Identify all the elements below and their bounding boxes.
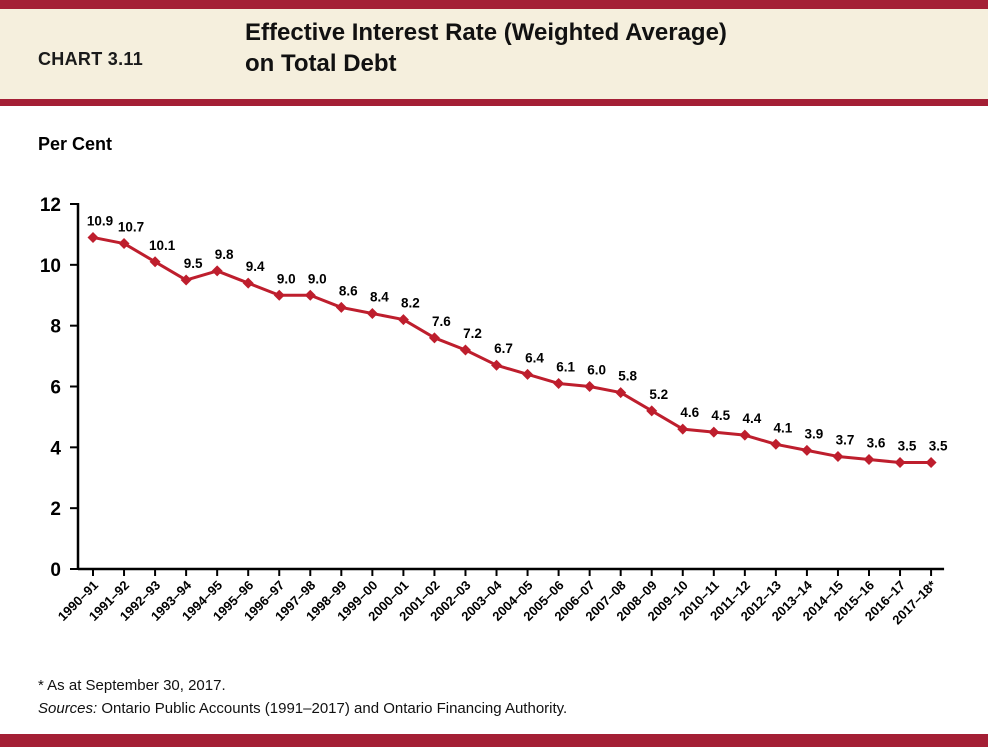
data-point-marker bbox=[925, 457, 937, 469]
data-point-marker bbox=[304, 289, 316, 301]
data-point-label: 8.6 bbox=[339, 283, 358, 298]
header-bottom-rule bbox=[0, 99, 988, 106]
page-title-line1: Effective Interest Rate (Weighted Averag… bbox=[245, 19, 727, 46]
data-point-label: 3.6 bbox=[867, 436, 886, 451]
data-point-marker bbox=[491, 359, 503, 371]
data-point-marker bbox=[211, 265, 223, 277]
y-tick-label: 0 bbox=[50, 560, 61, 581]
data-point-marker bbox=[584, 381, 596, 392]
data-point-label: 8.4 bbox=[370, 290, 389, 305]
data-point-marker bbox=[273, 289, 285, 301]
y-tick-label: 8 bbox=[50, 317, 61, 338]
data-point-label: 3.9 bbox=[805, 426, 824, 441]
data-point-label: 3.5 bbox=[898, 439, 917, 454]
data-point-label: 9.0 bbox=[277, 271, 296, 286]
data-point-label: 3.5 bbox=[929, 439, 948, 454]
series-line bbox=[92, 235, 932, 465]
data-point-label: 6.0 bbox=[587, 363, 606, 378]
page-title: Effective Interest Rate (Weighted Averag… bbox=[245, 17, 727, 79]
y-axis-title: Per Cent bbox=[38, 134, 113, 154]
chart-header: CHART 3.11 Effective Interest Rate (Weig… bbox=[0, 9, 988, 99]
data-point-marker bbox=[708, 426, 720, 438]
footnote-sources: Sources: Ontario Public Accounts (1991–2… bbox=[38, 697, 567, 720]
data-point-marker bbox=[553, 377, 565, 389]
data-point-label: 10.9 bbox=[87, 213, 113, 228]
data-point-marker bbox=[366, 308, 378, 319]
data-point-label: 4.5 bbox=[711, 408, 730, 423]
sources-label: Sources: bbox=[38, 700, 98, 717]
y-tick-label: 10 bbox=[40, 256, 61, 277]
data-point-label: 9.5 bbox=[184, 256, 203, 271]
data-point-marker bbox=[149, 256, 161, 268]
sources-text: Ontario Public Accounts (1991–2017) and … bbox=[97, 700, 568, 717]
data-point-marker bbox=[522, 368, 534, 380]
footnote-asterisk: * As at September 30, 2017. bbox=[38, 677, 226, 694]
data-point-label: 6.4 bbox=[525, 350, 544, 365]
data-point-label: 3.7 bbox=[836, 432, 855, 447]
data-point-marker bbox=[863, 454, 875, 465]
data-point-label: 5.8 bbox=[618, 369, 637, 384]
data-point-marker bbox=[397, 314, 409, 326]
y-tick-label: 2 bbox=[50, 499, 61, 520]
data-point-label: 5.2 bbox=[649, 387, 668, 402]
data-point-label: 9.8 bbox=[215, 247, 234, 262]
header-top-rule bbox=[0, 0, 988, 9]
y-tick-label: 6 bbox=[50, 378, 61, 399]
data-point-marker bbox=[615, 387, 627, 399]
footer-rule bbox=[0, 734, 988, 747]
data-point-marker bbox=[832, 450, 844, 462]
chart-number-label: CHART 3.11 bbox=[38, 49, 144, 69]
data-point-label: 10.1 bbox=[149, 238, 176, 253]
data-point-marker bbox=[739, 429, 751, 441]
data-point-marker bbox=[646, 405, 658, 417]
data-point-label: 9.4 bbox=[246, 259, 265, 274]
data-point-label: 4.4 bbox=[742, 411, 761, 426]
data-point-label: 4.6 bbox=[680, 405, 699, 420]
data-point-marker bbox=[87, 231, 99, 243]
data-point-marker bbox=[894, 457, 906, 469]
data-point-marker bbox=[180, 274, 192, 286]
data-point-label: 6.7 bbox=[494, 341, 513, 356]
data-point-marker bbox=[335, 301, 347, 313]
data-point-label: 9.0 bbox=[308, 271, 327, 286]
data-point-label: 7.2 bbox=[463, 326, 482, 341]
data-point-marker bbox=[118, 238, 130, 250]
footnotes: * As at September 30, 2017. Sources: Ont… bbox=[38, 674, 567, 720]
y-tick-label: 4 bbox=[50, 438, 61, 459]
data-point-marker bbox=[428, 332, 440, 344]
data-point-marker bbox=[770, 438, 782, 450]
data-point-label: 4.1 bbox=[773, 420, 792, 435]
data-point-marker bbox=[801, 444, 813, 456]
data-point-label: 7.6 bbox=[432, 314, 451, 329]
y-tick-label: 12 bbox=[40, 195, 61, 216]
data-point-marker bbox=[242, 277, 254, 289]
data-point-label: 6.1 bbox=[556, 359, 575, 374]
data-point-marker bbox=[677, 423, 689, 435]
line-chart: 0246810121990–911991–921992–931993–94199… bbox=[40, 195, 948, 627]
page-title-line2: on Total Debt bbox=[245, 50, 397, 77]
data-point-label: 10.7 bbox=[118, 220, 144, 235]
data-point-label: 8.2 bbox=[401, 296, 420, 311]
data-point-marker bbox=[459, 344, 471, 356]
